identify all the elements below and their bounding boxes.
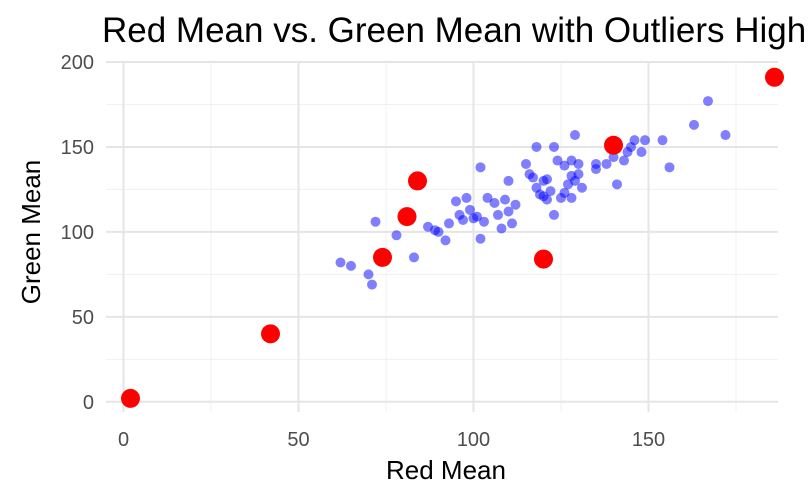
- outlier-point: [261, 324, 280, 344]
- outlier-point: [765, 67, 784, 87]
- data-point: [577, 182, 587, 193]
- data-point: [566, 192, 577, 203]
- data-point: [521, 158, 531, 169]
- data-point: [531, 141, 542, 152]
- data-point: [720, 130, 731, 141]
- data-point: [503, 175, 514, 186]
- data-point: [549, 209, 559, 220]
- data-point: [640, 135, 650, 146]
- data-point: [363, 269, 374, 280]
- data-point: [475, 233, 486, 244]
- data-point: [664, 162, 675, 173]
- y-tick-label: 0: [83, 392, 94, 414]
- data-point: [559, 160, 570, 171]
- data-point: [689, 119, 699, 130]
- data-point: [367, 279, 377, 290]
- data-point: [545, 186, 556, 197]
- outlier-point: [121, 388, 140, 408]
- data-point: [573, 158, 584, 169]
- x-tick-label: 100: [457, 429, 490, 451]
- data-point: [465, 204, 475, 215]
- grid: [106, 61, 778, 412]
- data-point: [451, 196, 461, 207]
- outlier-point: [534, 249, 553, 269]
- data-point: [346, 260, 356, 271]
- data-point: [542, 194, 552, 205]
- outlier-point: [604, 135, 623, 155]
- data-point: [503, 206, 514, 217]
- x-tick-label: 150: [632, 429, 665, 451]
- data-point: [493, 209, 503, 220]
- data-point: [619, 155, 629, 166]
- y-tick-label: 150: [61, 137, 94, 159]
- outlier-point: [397, 207, 417, 227]
- outlier-point: [408, 171, 427, 191]
- x-tick-label: 50: [287, 429, 309, 451]
- data-point: [335, 257, 346, 268]
- data-point: [409, 252, 419, 263]
- data-point: [559, 187, 570, 198]
- data-point: [612, 179, 622, 190]
- data-point: [482, 192, 493, 203]
- data-point: [370, 216, 381, 227]
- data-point: [500, 194, 510, 205]
- data-point: [458, 215, 468, 226]
- data-point: [703, 96, 713, 107]
- data-point: [489, 198, 500, 209]
- data-point: [472, 211, 482, 222]
- outlier-point: [373, 247, 392, 267]
- y-tick-label: 200: [61, 52, 94, 74]
- y-tick-label: 100: [61, 222, 94, 244]
- data-point: [496, 223, 507, 234]
- data-point: [391, 230, 402, 241]
- data-point: [444, 218, 454, 229]
- chart-title: Red Mean vs. Green Mean with Outliers Hi…: [102, 11, 808, 50]
- data-point: [433, 226, 444, 237]
- data-point: [591, 158, 601, 169]
- x-tick-label: 0: [118, 429, 129, 451]
- data-point: [528, 172, 538, 183]
- data-point: [542, 174, 552, 185]
- data-point: [510, 199, 521, 210]
- data-point: [475, 162, 486, 173]
- data-point: [549, 141, 559, 152]
- tick-labels: 0 50 100 150 0 50 100 150 200: [61, 52, 666, 451]
- data-point: [601, 158, 612, 169]
- x-axis-title: Red Mean: [386, 455, 506, 485]
- data-point: [440, 235, 451, 246]
- data-point: [570, 130, 580, 141]
- y-tick-label: 50: [72, 307, 94, 329]
- data-point: [507, 218, 517, 229]
- data-points: [121, 67, 784, 408]
- data-point: [636, 147, 647, 158]
- data-point: [608, 152, 619, 163]
- data-point: [657, 135, 668, 146]
- data-point: [461, 192, 472, 203]
- data-point: [573, 169, 584, 180]
- data-point: [629, 135, 640, 146]
- y-axis-title: Green Mean: [16, 160, 46, 305]
- data-point: [552, 155, 563, 166]
- data-point: [479, 216, 489, 227]
